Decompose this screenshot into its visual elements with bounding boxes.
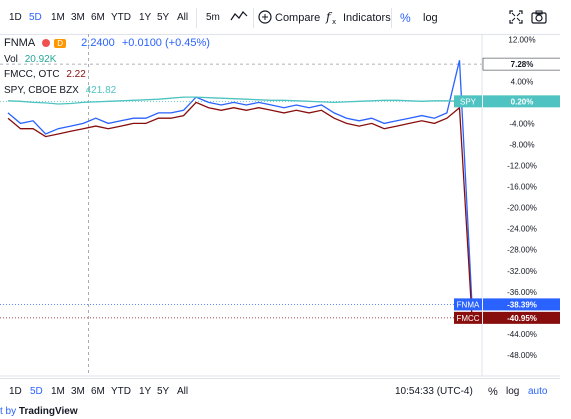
bottom-range-3m[interactable]: 3M bbox=[71, 386, 85, 397]
range-ytd[interactable]: YTD bbox=[111, 12, 131, 23]
bottom-range-1y[interactable]: 1Y bbox=[139, 386, 152, 397]
compare2-legend[interactable]: SPY, CBOE BZX 421.82 bbox=[4, 85, 120, 96]
indicators-button[interactable]: Indicators bbox=[343, 12, 391, 24]
bottom-toolbar: 1D 5D 1M 3M 6M YTD 1Y 5Y All 10:54:33 (U… bbox=[0, 378, 560, 405]
volume-legend: Vol 20.92K bbox=[4, 54, 60, 65]
y-tick-label: -12.00% bbox=[507, 162, 537, 171]
compare1-name: FMCC, OTC bbox=[4, 69, 60, 80]
chart-grid bbox=[0, 34, 482, 376]
log-toggle[interactable]: log bbox=[423, 12, 438, 24]
bottom-range-ytd[interactable]: YTD bbox=[111, 386, 131, 397]
auto-scale-toggle[interactable]: auto bbox=[528, 386, 548, 397]
add-compare-icon[interactable] bbox=[258, 8, 274, 29]
toolbar-divider bbox=[196, 8, 197, 28]
bottom-range-1m[interactable]: 1M bbox=[51, 386, 65, 397]
main-change: +0.0100 (+0.45%) bbox=[121, 37, 210, 49]
compare1-value: 2.22 bbox=[66, 69, 86, 80]
main-legend: FNMA D 2.2400 +0.0100 (+0.45%) bbox=[4, 37, 214, 49]
delayed-badge: D bbox=[54, 38, 67, 48]
y-tick-label: 4.00% bbox=[511, 77, 534, 86]
series-line-fmcc bbox=[7, 101, 473, 318]
bottom-range-1d[interactable]: 1D bbox=[9, 386, 22, 397]
top-toolbar: 1D 5D 1M 3M 6M YTD 1Y 5Y All 5m Compare … bbox=[0, 0, 560, 35]
bottom-range-5d[interactable]: 5D bbox=[30, 386, 43, 397]
price-label-bg bbox=[483, 298, 560, 311]
series-line-spy bbox=[7, 96, 472, 105]
series-tag: FMCC bbox=[456, 314, 479, 323]
range-5y[interactable]: 5Y bbox=[157, 12, 170, 23]
series-tag: SPY bbox=[460, 97, 477, 106]
range-1m[interactable]: 1M bbox=[51, 12, 65, 23]
volume-value: 20.92K bbox=[24, 54, 57, 65]
series-tag: FNMA bbox=[457, 300, 480, 309]
svg-text:x: x bbox=[332, 18, 336, 26]
bottom-range-all[interactable]: All bbox=[177, 386, 189, 397]
interval-button[interactable]: 5m bbox=[206, 12, 220, 23]
y-tick-label: -28.00% bbox=[507, 246, 537, 255]
toolbar-divider bbox=[253, 8, 254, 28]
volume-label: Vol bbox=[4, 54, 18, 65]
clock-time[interactable]: 10:54:33 (UTC-4) bbox=[395, 386, 473, 397]
series-line-fnma bbox=[7, 60, 473, 305]
range-all[interactable]: All bbox=[177, 12, 189, 23]
bottom-log-toggle[interactable]: log bbox=[506, 386, 520, 397]
chart-style-icon[interactable] bbox=[229, 8, 249, 29]
compare2-name: SPY, CBOE BZX bbox=[4, 85, 79, 96]
series-tag-bg bbox=[454, 95, 482, 108]
y-tick-label: -24.00% bbox=[507, 225, 537, 234]
tradingview-credit[interactable]: t by TradingView bbox=[0, 406, 78, 417]
series-tag-bg bbox=[454, 298, 482, 311]
y-tick-label: -32.00% bbox=[507, 267, 537, 276]
y-tick-label: -16.00% bbox=[507, 183, 537, 192]
price-label: -38.39% bbox=[507, 300, 537, 309]
y-tick-label: -20.00% bbox=[507, 204, 537, 213]
range-3m[interactable]: 3M bbox=[71, 12, 85, 23]
price-label-bg bbox=[483, 311, 560, 324]
credit-prefix: t by bbox=[0, 406, 19, 417]
symbol-name[interactable]: FNMA bbox=[4, 37, 36, 49]
market-status-dot bbox=[42, 39, 51, 48]
bottom-percent-toggle[interactable]: % bbox=[488, 386, 498, 398]
toolbar-divider bbox=[391, 8, 392, 28]
price-label-bg bbox=[483, 95, 560, 108]
y-tick-label: 12.00% bbox=[508, 35, 535, 44]
compare-button[interactable]: Compare bbox=[275, 12, 321, 24]
compare2-value: 421.82 bbox=[85, 85, 117, 96]
price-label-bg bbox=[482, 57, 560, 71]
y-tick-label: -48.00% bbox=[507, 351, 537, 360]
series-tag-bg bbox=[454, 311, 482, 324]
y-tick-label: -4.00% bbox=[509, 119, 534, 128]
svg-text:f: f bbox=[325, 10, 333, 24]
range-1y[interactable]: 1Y bbox=[139, 12, 152, 23]
y-tick-label: -36.00% bbox=[507, 288, 537, 297]
range-5d[interactable]: 5D bbox=[29, 12, 42, 23]
price-label: -40.95% bbox=[507, 314, 537, 323]
camera-icon[interactable] bbox=[530, 8, 548, 29]
credit-brand: TradingView bbox=[18, 406, 78, 417]
price-label: 7.28% bbox=[511, 60, 534, 69]
percent-toggle[interactable]: % bbox=[400, 11, 411, 25]
main-price: 2.2400 bbox=[81, 37, 115, 49]
fullscreen-icon[interactable] bbox=[508, 8, 524, 29]
series-lines bbox=[7, 60, 473, 318]
bottom-range-6m[interactable]: 6M bbox=[91, 386, 105, 397]
compare1-legend[interactable]: FMCC, OTC 2.22 bbox=[4, 69, 90, 80]
y-tick-label: -8.00% bbox=[509, 140, 534, 149]
price-label: 0.20% bbox=[511, 97, 534, 106]
range-6m[interactable]: 6M bbox=[91, 12, 105, 23]
bottom-range-5y[interactable]: 5Y bbox=[157, 386, 170, 397]
range-1d[interactable]: 1D bbox=[9, 12, 22, 23]
y-tick-label: -44.00% bbox=[507, 330, 537, 339]
